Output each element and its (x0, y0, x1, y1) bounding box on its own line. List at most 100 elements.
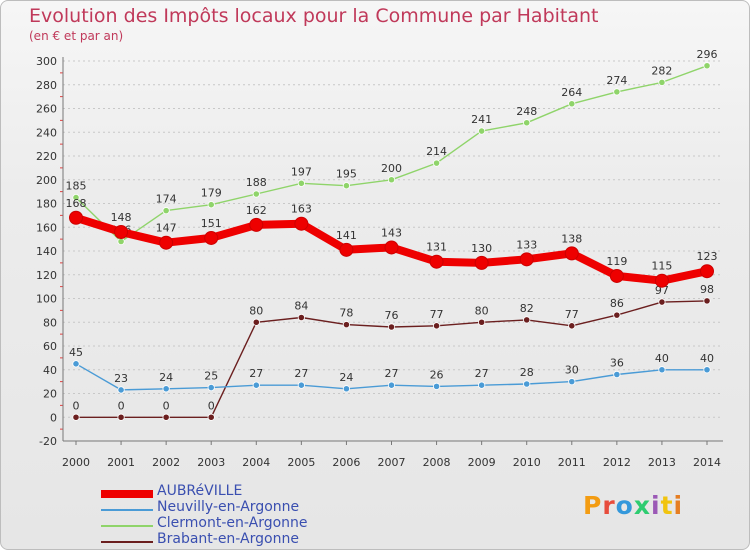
x-tick-label: 2001 (107, 456, 135, 469)
data-point-brabant-en-argonne (297, 313, 305, 322)
x-tick-label: 2011 (558, 456, 586, 469)
x-tick-label: 2007 (378, 456, 406, 469)
data-point-clermont-en-argonne (387, 176, 396, 184)
y-tick-label: 280 (36, 79, 57, 92)
chart-subtitle: (en € et par an) (29, 29, 124, 43)
data-point-neuvilly-en-argonne (568, 378, 576, 386)
data-label-neuvilly-en-argonne: 40 (700, 352, 714, 365)
x-tick-label: 2000 (62, 456, 90, 469)
data-point-aubr-ville (339, 242, 354, 257)
logo-letter: x (633, 491, 651, 520)
y-tick-label: 100 (36, 293, 57, 306)
data-label-brabant-en-argonne: 86 (610, 297, 624, 310)
data-label-aubr-ville: 123 (697, 250, 718, 263)
data-label-aubr-ville: 119 (606, 255, 627, 268)
y-tick-label: 20 (43, 388, 57, 401)
data-point-neuvilly-en-argonne (162, 385, 170, 393)
data-point-clermont-en-argonne (297, 179, 305, 187)
data-point-clermont-en-argonne (523, 119, 531, 127)
data-label-brabant-en-argonne: 84 (294, 300, 308, 313)
y-tick-label: -20 (39, 435, 57, 448)
data-point-neuvilly-en-argonne (387, 381, 396, 389)
data-point-clermont-en-argonne (568, 100, 576, 108)
y-tick-label: 140 (36, 245, 57, 258)
data-point-brabant-en-argonne (252, 318, 260, 326)
y-tick-label: 220 (36, 150, 57, 163)
data-label-brabant-en-argonne: 78 (339, 307, 353, 320)
data-label-clermont-en-argonne: 200 (381, 162, 402, 175)
data-point-clermont-en-argonne (703, 62, 711, 70)
data-label-brabant-en-argonne: 0 (208, 399, 215, 412)
data-label-neuvilly-en-argonne: 26 (430, 368, 444, 381)
data-point-aubr-ville (429, 254, 444, 269)
data-point-neuvilly-en-argonne (658, 366, 666, 374)
legend-swatch (101, 490, 153, 498)
data-label-aubr-ville: 151 (201, 217, 222, 230)
logo-letter: P (583, 491, 603, 520)
data-label-neuvilly-en-argonne: 24 (159, 371, 173, 384)
data-label-aubr-ville: 133 (516, 238, 537, 251)
data-label-brabant-en-argonne: 76 (385, 309, 399, 322)
legend-item: AUBRéVILLE (101, 483, 331, 501)
data-label-neuvilly-en-argonne: 25 (204, 370, 218, 383)
data-label-brabant-en-argonne: 0 (118, 399, 125, 412)
data-label-aubr-ville: 141 (336, 229, 357, 242)
data-label-brabant-en-argonne: 82 (520, 302, 534, 315)
y-tick-label: 200 (36, 174, 57, 187)
data-point-aubr-ville (564, 246, 579, 261)
logo-letter: t (660, 491, 674, 520)
y-tick-label: 80 (43, 316, 57, 329)
data-label-clermont-en-argonne: 214 (426, 145, 447, 158)
x-tick-label: 2003 (197, 456, 225, 469)
data-label-brabant-en-argonne: 0 (163, 399, 170, 412)
y-tick-label: 300 (36, 55, 57, 68)
data-point-neuvilly-en-argonne (297, 381, 305, 389)
data-point-neuvilly-en-argonne (613, 370, 621, 379)
legend-label: Clermont-en-Argonne (157, 515, 308, 531)
data-label-clermont-en-argonne: 197 (291, 165, 312, 178)
x-tick-label: 2012 (603, 456, 631, 469)
data-point-neuvilly-en-argonne (703, 366, 711, 374)
data-point-brabant-en-argonne (162, 413, 170, 421)
legend-item: Neuvilly-en-Argonne (101, 499, 331, 517)
data-label-clermont-en-argonne: 174 (156, 193, 177, 206)
data-point-brabant-en-argonne (703, 297, 711, 305)
data-label-aubr-ville: 163 (291, 203, 312, 216)
data-point-clermont-en-argonne (207, 201, 215, 209)
x-tick-label: 2005 (287, 456, 315, 469)
data-label-neuvilly-en-argonne: 23 (114, 372, 128, 385)
data-point-clermont-en-argonne (613, 88, 621, 96)
data-point-brabant-en-argonne (478, 318, 486, 326)
x-tick-label: 2002 (152, 456, 180, 469)
data-label-clermont-en-argonne: 274 (606, 74, 627, 87)
data-label-aubr-ville: 115 (651, 260, 672, 273)
proxiti-logo: Proxiti (583, 491, 683, 520)
data-label-neuvilly-en-argonne: 45 (69, 346, 83, 359)
data-label-aubr-ville: 162 (246, 204, 267, 217)
data-point-clermont-en-argonne (162, 207, 170, 215)
legend-swatch (101, 509, 153, 511)
y-tick-label: 260 (36, 103, 57, 116)
data-label-clermont-en-argonne: 296 (697, 48, 718, 61)
data-label-brabant-en-argonne: 80 (249, 304, 263, 317)
y-tick-label: 240 (36, 126, 57, 139)
data-label-aubr-ville: 131 (426, 241, 447, 254)
data-label-brabant-en-argonne: 98 (700, 283, 714, 296)
y-tick-label: 60 (43, 340, 57, 353)
data-point-neuvilly-en-argonne (342, 385, 351, 393)
data-point-clermont-en-argonne (658, 78, 666, 86)
data-label-clermont-en-argonne: 179 (201, 187, 222, 200)
data-point-aubr-ville (204, 230, 219, 245)
data-point-brabant-en-argonne (342, 321, 351, 329)
data-label-clermont-en-argonne: 282 (651, 64, 672, 77)
data-point-aubr-ville (249, 217, 264, 232)
data-point-clermont-en-argonne (432, 159, 441, 167)
legend-item: Brabant-en-Argonne (101, 531, 331, 549)
legend-label: Neuvilly-en-Argonne (157, 499, 300, 515)
series-line-clermont-en-argonne (75, 65, 708, 243)
data-label-aubr-ville: 168 (66, 197, 87, 210)
data-point-brabant-en-argonne (72, 413, 80, 421)
data-point-neuvilly-en-argonne (72, 360, 80, 368)
data-label-clermont-en-argonne: 188 (246, 176, 267, 189)
